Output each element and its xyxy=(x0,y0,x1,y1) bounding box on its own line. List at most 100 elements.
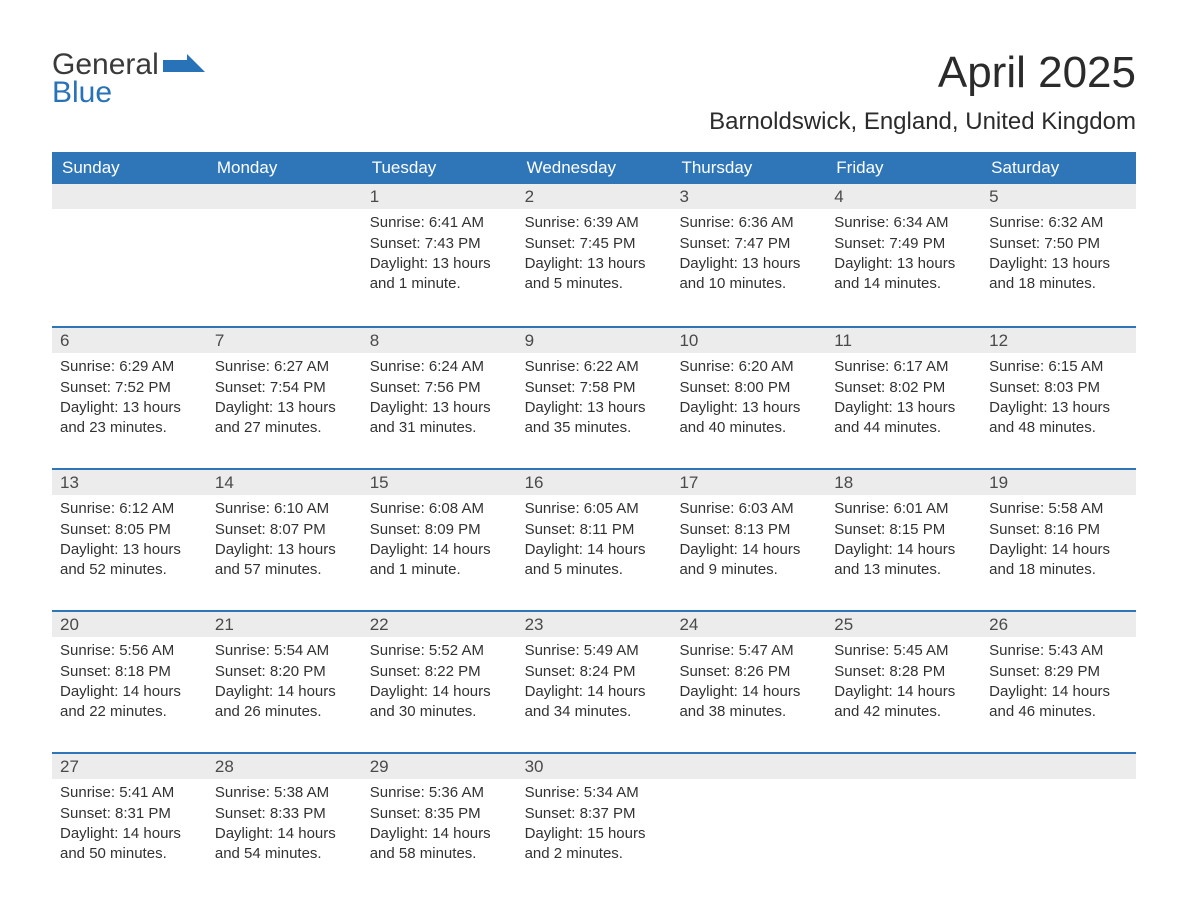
day-details: Sunrise: 6:41 AMSunset: 7:43 PMDaylight:… xyxy=(362,209,517,300)
weekday-header: Thursday xyxy=(671,152,826,184)
sunset-line: Sunset: 8:15 PM xyxy=(834,520,973,540)
day-number: 3 xyxy=(671,184,826,209)
day-details: Sunrise: 6:22 AMSunset: 7:58 PMDaylight:… xyxy=(517,353,672,444)
day-details: Sunrise: 6:15 AMSunset: 8:03 PMDaylight:… xyxy=(981,353,1136,444)
sunrise-line: Sunrise: 6:15 AM xyxy=(989,357,1128,377)
sunset-line: Sunset: 8:20 PM xyxy=(215,662,354,682)
weekday-header: Saturday xyxy=(981,152,1136,184)
day-details: Sunrise: 6:03 AMSunset: 8:13 PMDaylight:… xyxy=(671,495,826,586)
sunrise-line: Sunrise: 6:41 AM xyxy=(370,213,509,233)
day-cell: 24Sunrise: 5:47 AMSunset: 8:26 PMDayligh… xyxy=(671,612,826,752)
day-details: Sunrise: 6:20 AMSunset: 8:00 PMDaylight:… xyxy=(671,353,826,444)
day-cell: 12Sunrise: 6:15 AMSunset: 8:03 PMDayligh… xyxy=(981,328,1136,468)
daylight-line: Daylight: 14 hours and 38 minutes. xyxy=(679,682,818,723)
weekday-header: Tuesday xyxy=(362,152,517,184)
sunrise-line: Sunrise: 6:12 AM xyxy=(60,499,199,519)
day-details: Sunrise: 6:17 AMSunset: 8:02 PMDaylight:… xyxy=(826,353,981,444)
sunset-line: Sunset: 8:33 PM xyxy=(215,804,354,824)
day-details xyxy=(207,209,362,219)
day-number: 2 xyxy=(517,184,672,209)
day-cell: 17Sunrise: 6:03 AMSunset: 8:13 PMDayligh… xyxy=(671,470,826,610)
day-details xyxy=(826,779,981,789)
daylight-line: Daylight: 14 hours and 18 minutes. xyxy=(989,540,1128,581)
sunrise-line: Sunrise: 6:22 AM xyxy=(525,357,664,377)
sunset-line: Sunset: 7:49 PM xyxy=(834,234,973,254)
location-line: Barnoldswick, England, United Kingdom xyxy=(709,108,1136,136)
sunset-line: Sunset: 7:45 PM xyxy=(525,234,664,254)
day-cell xyxy=(52,184,207,326)
sunset-line: Sunset: 7:50 PM xyxy=(989,234,1128,254)
day-number: 29 xyxy=(362,754,517,779)
sunrise-line: Sunrise: 5:52 AM xyxy=(370,641,509,661)
daylight-line: Daylight: 14 hours and 1 minute. xyxy=(370,540,509,581)
day-number: 5 xyxy=(981,184,1136,209)
sunrise-line: Sunrise: 6:24 AM xyxy=(370,357,509,377)
daylight-line: Daylight: 15 hours and 2 minutes. xyxy=(525,824,664,865)
sunrise-line: Sunrise: 5:56 AM xyxy=(60,641,199,661)
weekday-header: Sunday xyxy=(52,152,207,184)
daylight-line: Daylight: 14 hours and 26 minutes. xyxy=(215,682,354,723)
day-number: 16 xyxy=(517,470,672,495)
sunset-line: Sunset: 7:52 PM xyxy=(60,378,199,398)
weekday-header-row: SundayMondayTuesdayWednesdayThursdayFrid… xyxy=(52,152,1136,184)
day-number: 14 xyxy=(207,470,362,495)
day-details xyxy=(52,209,207,219)
day-details: Sunrise: 5:54 AMSunset: 8:20 PMDaylight:… xyxy=(207,637,362,728)
sunset-line: Sunset: 7:43 PM xyxy=(370,234,509,254)
sunset-line: Sunset: 7:54 PM xyxy=(215,378,354,398)
daylight-line: Daylight: 13 hours and 14 minutes. xyxy=(834,254,973,295)
sunset-line: Sunset: 8:00 PM xyxy=(679,378,818,398)
day-cell xyxy=(826,754,981,894)
sunrise-line: Sunrise: 6:32 AM xyxy=(989,213,1128,233)
day-cell: 4 Sunrise: 6:34 AMSunset: 7:49 PMDaylight… xyxy=(826,184,981,326)
sunrise-line: Sunrise: 6:29 AM xyxy=(60,357,199,377)
sunrise-line: Sunrise: 6:20 AM xyxy=(679,357,818,377)
sunrise-line: Sunrise: 6:03 AM xyxy=(679,499,818,519)
day-cell xyxy=(671,754,826,894)
sunrise-line: Sunrise: 5:54 AM xyxy=(215,641,354,661)
sunrise-line: Sunrise: 5:49 AM xyxy=(525,641,664,661)
sunrise-line: Sunrise: 6:01 AM xyxy=(834,499,973,519)
day-cell: 14Sunrise: 6:10 AMSunset: 8:07 PMDayligh… xyxy=(207,470,362,610)
day-cell: 22Sunrise: 5:52 AMSunset: 8:22 PMDayligh… xyxy=(362,612,517,752)
day-details: Sunrise: 5:36 AMSunset: 8:35 PMDaylight:… xyxy=(362,779,517,870)
day-details: Sunrise: 6:32 AMSunset: 7:50 PMDaylight:… xyxy=(981,209,1136,300)
day-cell: 2Sunrise: 6:39 AMSunset: 7:45 PMDaylight… xyxy=(517,184,672,326)
daylight-line: Daylight: 13 hours and 18 minutes. xyxy=(989,254,1128,295)
day-cell: 11Sunrise: 6:17 AMSunset: 8:02 PMDayligh… xyxy=(826,328,981,468)
sunset-line: Sunset: 7:56 PM xyxy=(370,378,509,398)
sunset-line: Sunset: 8:31 PM xyxy=(60,804,199,824)
day-number: 4 xyxy=(826,184,981,209)
daylight-line: Daylight: 13 hours and 10 minutes. xyxy=(679,254,818,295)
daylight-line: Daylight: 13 hours and 57 minutes. xyxy=(215,540,354,581)
sunrise-line: Sunrise: 6:27 AM xyxy=(215,357,354,377)
day-number: 22 xyxy=(362,612,517,637)
day-number: 30 xyxy=(517,754,672,779)
sunrise-line: Sunrise: 5:36 AM xyxy=(370,783,509,803)
sunset-line: Sunset: 8:02 PM xyxy=(834,378,973,398)
day-number xyxy=(981,754,1136,779)
day-cell: 19Sunrise: 5:58 AMSunset: 8:16 PMDayligh… xyxy=(981,470,1136,610)
day-number: 6 xyxy=(52,328,207,353)
day-cell: 23Sunrise: 5:49 AMSunset: 8:24 PMDayligh… xyxy=(517,612,672,752)
day-details: Sunrise: 5:58 AMSunset: 8:16 PMDaylight:… xyxy=(981,495,1136,586)
daylight-line: Daylight: 14 hours and 9 minutes. xyxy=(679,540,818,581)
day-cell: 18Sunrise: 6:01 AMSunset: 8:15 PMDayligh… xyxy=(826,470,981,610)
daylight-line: Daylight: 14 hours and 58 minutes. xyxy=(370,824,509,865)
day-cell: 30Sunrise: 5:34 AMSunset: 8:37 PMDayligh… xyxy=(517,754,672,894)
title-block: April 2025 Barnoldswick, England, United… xyxy=(709,48,1136,136)
sunrise-line: Sunrise: 6:34 AM xyxy=(834,213,973,233)
day-cell: 27Sunrise: 5:41 AMSunset: 8:31 PMDayligh… xyxy=(52,754,207,894)
day-cell: 8Sunrise: 6:24 AMSunset: 7:56 PMDaylight… xyxy=(362,328,517,468)
daylight-line: Daylight: 14 hours and 34 minutes. xyxy=(525,682,664,723)
day-details: Sunrise: 5:52 AMSunset: 8:22 PMDaylight:… xyxy=(362,637,517,728)
daylight-line: Daylight: 14 hours and 22 minutes. xyxy=(60,682,199,723)
daylight-line: Daylight: 13 hours and 5 minutes. xyxy=(525,254,664,295)
sunset-line: Sunset: 8:22 PM xyxy=(370,662,509,682)
daylight-line: Daylight: 14 hours and 54 minutes. xyxy=(215,824,354,865)
sunrise-line: Sunrise: 5:38 AM xyxy=(215,783,354,803)
day-details: Sunrise: 5:34 AMSunset: 8:37 PMDaylight:… xyxy=(517,779,672,870)
day-number: 11 xyxy=(826,328,981,353)
day-cell: 29Sunrise: 5:36 AMSunset: 8:35 PMDayligh… xyxy=(362,754,517,894)
sunrise-line: Sunrise: 5:45 AM xyxy=(834,641,973,661)
